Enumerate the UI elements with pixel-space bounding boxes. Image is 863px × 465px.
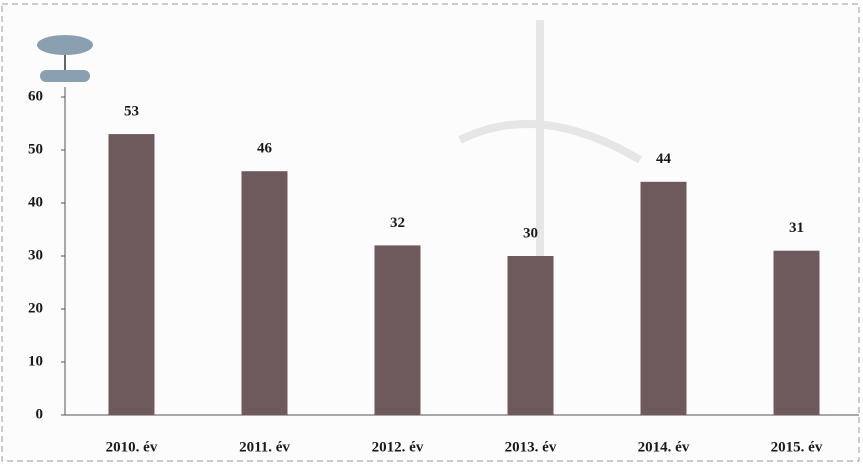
y-tick-label: 20 xyxy=(28,300,43,316)
y-tick-label: 0 xyxy=(36,406,44,422)
bar xyxy=(108,134,155,415)
y-tick-label: 50 xyxy=(28,141,43,157)
data-label: 53 xyxy=(124,104,139,120)
bar xyxy=(507,256,554,415)
bar xyxy=(773,250,820,415)
x-tick-label: 2013. év xyxy=(505,439,557,455)
x-tick-label: 2014. év xyxy=(638,439,690,455)
data-label: 31 xyxy=(789,220,804,236)
bar xyxy=(374,245,421,415)
bar xyxy=(640,181,687,415)
x-tick-label: 2011. év xyxy=(239,439,290,455)
data-label: 46 xyxy=(257,141,273,157)
x-tick-label: 2012. év xyxy=(372,439,424,455)
x-tick-label: 2010. év xyxy=(106,439,158,455)
background-decoration xyxy=(458,20,643,300)
y-tick-label: 40 xyxy=(28,194,43,210)
y-tick-label: 30 xyxy=(28,247,43,263)
y-tick-label: 60 xyxy=(28,88,43,104)
data-label: 30 xyxy=(523,225,538,241)
data-label: 32 xyxy=(390,215,405,231)
data-label: 44 xyxy=(656,151,672,167)
bar xyxy=(241,171,288,415)
x-tick-label: 2015. év xyxy=(771,439,823,455)
y-tick-label: 10 xyxy=(28,353,43,369)
logo xyxy=(37,35,93,82)
